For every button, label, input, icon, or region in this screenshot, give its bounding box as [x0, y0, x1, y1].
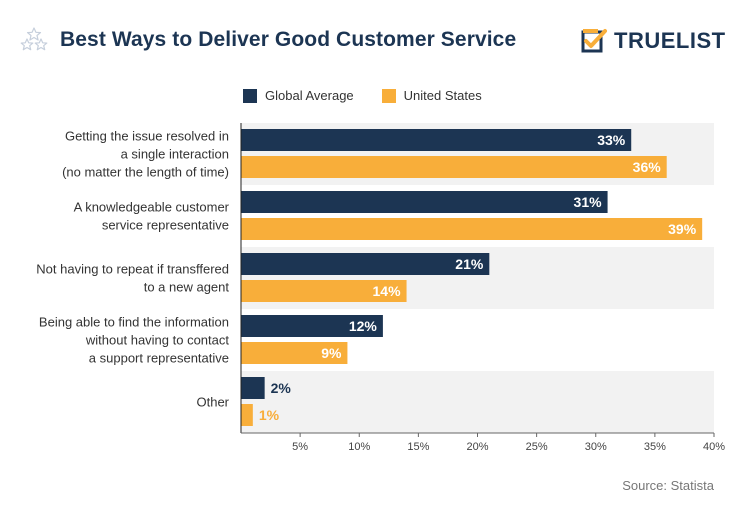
brand-logo: TRUELIST — [580, 27, 726, 55]
legend-item-global: Global Average — [243, 88, 354, 103]
bar-value-label: 2% — [271, 380, 292, 396]
category-label: Not having to repeat if transffered — [36, 262, 229, 277]
category-label: service representative — [102, 218, 229, 233]
bar-value-label: 1% — [259, 407, 280, 423]
legend-swatch-global — [243, 88, 257, 103]
bar-united-states — [241, 342, 348, 364]
bar-united-states — [241, 280, 407, 302]
brand-name: TRUELIST — [614, 28, 726, 53]
legend-item-us: United States — [381, 88, 482, 103]
bar-value-label: 36% — [633, 159, 662, 175]
chart-title: Best Ways to Deliver Good Customer Servi… — [60, 28, 517, 51]
x-tick-label: 10% — [348, 441, 370, 453]
bar-value-label: 12% — [349, 318, 378, 334]
category-label: to a new agent — [144, 280, 230, 295]
bar-united-states — [241, 156, 667, 178]
category-label: a support representative — [89, 351, 229, 366]
checkbox-logo-icon — [581, 29, 607, 53]
bar-global-average — [241, 315, 383, 337]
bar-united-states — [241, 218, 703, 240]
legend-label-us: United States — [403, 88, 482, 103]
legend: Global Average United States — [243, 88, 510, 103]
x-tick-label: 15% — [407, 441, 429, 453]
bar-value-label: 33% — [597, 132, 626, 148]
stars-icon — [20, 27, 48, 51]
legend-label-global: Global Average — [265, 88, 354, 103]
bar-global-average — [241, 191, 608, 213]
category-label: without having to contact — [85, 333, 229, 348]
x-tick-label: 5% — [292, 441, 308, 453]
bar-united-states — [241, 404, 253, 426]
bar-value-label: 39% — [668, 221, 697, 237]
legend-swatch-us — [381, 88, 396, 103]
category-band — [241, 371, 714, 433]
header: Best Ways to Deliver Good Customer Servi… — [0, 0, 736, 80]
x-tick-label: 20% — [466, 441, 488, 453]
source-note: Source: Statista — [622, 478, 714, 493]
x-tick-label: 35% — [644, 441, 666, 453]
category-label: Getting the issue resolved in — [65, 129, 229, 144]
category-label: (no matter the length of time) — [62, 165, 229, 180]
category-label: Other — [196, 395, 229, 410]
category-label: a single interaction — [121, 147, 229, 162]
x-tick-label: 30% — [585, 441, 607, 453]
category-label: A knowledgeable customer — [74, 200, 230, 215]
bar-value-label: 14% — [373, 283, 402, 299]
bar-value-label: 31% — [574, 194, 603, 210]
bar-global-average — [241, 253, 490, 275]
bar-value-label: 21% — [455, 256, 484, 272]
x-tick-label: 40% — [703, 441, 725, 453]
bar-global-average — [241, 377, 265, 399]
x-tick-label: 25% — [526, 441, 548, 453]
category-label: Being able to find the information — [39, 315, 229, 330]
bar-global-average — [241, 129, 632, 151]
bar-value-label: 9% — [321, 345, 342, 361]
